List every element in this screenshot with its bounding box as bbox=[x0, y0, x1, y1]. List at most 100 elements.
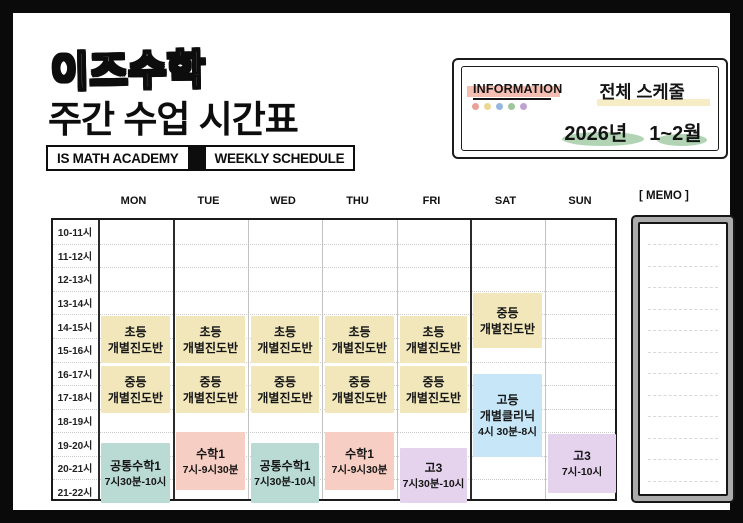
class-block-label: 개별진도반 bbox=[182, 390, 239, 405]
time-slot-label: 20-21시 bbox=[57, 464, 93, 476]
class-block-fri: 고3 7시30분-10시 bbox=[400, 448, 467, 503]
information-box: INFORMATION 전체 스케줄 2026년 1~2월 bbox=[452, 58, 728, 159]
time-slot-label: 15-16시 bbox=[57, 346, 93, 358]
class-block-fri: 초등 개별진도반 bbox=[400, 316, 467, 363]
class-block-time: 7시-9시30분 bbox=[331, 463, 388, 476]
class-block-sat: 중등 개별진도반 bbox=[473, 293, 542, 348]
memo-line bbox=[648, 373, 718, 374]
class-block-label: 공통수학1 bbox=[259, 458, 311, 473]
information-dots bbox=[472, 103, 527, 110]
memo-box bbox=[631, 215, 735, 503]
grid-column-line bbox=[98, 220, 100, 499]
academy-badge: IS MATH ACADEMY WEEKLY SCHEDULE bbox=[46, 145, 356, 171]
class-block-thu: 중등 개별진도반 bbox=[325, 366, 394, 413]
class-block-thu: 초등 개별진도반 bbox=[325, 316, 394, 363]
badge-divider bbox=[187, 147, 206, 169]
period-year: 2026년 bbox=[564, 123, 628, 145]
grid-column-line bbox=[322, 220, 323, 499]
class-block-time: 7시-9시30분 bbox=[182, 463, 239, 476]
grid-column-line bbox=[173, 220, 175, 499]
day-header-wed: WED bbox=[270, 195, 296, 207]
time-slot-label: 18-19시 bbox=[57, 416, 93, 428]
months-highlight-ellipse bbox=[657, 134, 707, 146]
information-highlight bbox=[467, 86, 560, 97]
schedule-grid: 10-11시 11-12시 12-13시 13-14시 14-15시 15-16시 16-1… bbox=[51, 218, 617, 503]
class-block-time: 7시-10시 bbox=[561, 466, 603, 478]
memo-title: [ MEMO ] bbox=[639, 190, 689, 202]
page-title: 주간 수업 시간표 bbox=[48, 99, 299, 140]
class-block-wed: 중등 개별진도반 bbox=[251, 366, 319, 413]
time-slot-label: 11-12시 bbox=[57, 251, 93, 263]
class-block-label: 개별클리닉 bbox=[479, 409, 536, 423]
class-block-mon: 공통수학1 7시30분-10시 bbox=[101, 443, 170, 503]
information-label: INFORMATION bbox=[473, 82, 563, 96]
class-block-tue: 초등 개별진도반 bbox=[176, 316, 245, 363]
information-box-inner-border bbox=[461, 66, 719, 151]
class-block-mon: 중등 개별진도반 bbox=[101, 366, 170, 413]
class-block-label: 개별진도반 bbox=[405, 340, 462, 355]
class-block-label: 수학1 bbox=[345, 446, 374, 461]
class-block-thu: 수학1 7시-9시30분 bbox=[325, 432, 394, 490]
grid-row-line bbox=[53, 267, 615, 269]
grid-column-line bbox=[470, 220, 472, 499]
info-dot bbox=[484, 103, 491, 110]
day-header-sat: SAT bbox=[494, 195, 517, 207]
grid-column-line bbox=[545, 220, 546, 499]
class-block-label: 개별진도반 bbox=[479, 321, 536, 336]
schedule-title-highlight bbox=[597, 99, 710, 106]
grid-row-line bbox=[53, 314, 615, 316]
memo-line bbox=[648, 265, 718, 267]
class-block-label: 고등 bbox=[496, 393, 519, 407]
day-header-tue: TUE bbox=[197, 195, 220, 207]
class-block-wed: 공통수학1 7시30분-10시 bbox=[251, 443, 319, 503]
time-slot-label: 19-20시 bbox=[57, 440, 93, 452]
class-block-wed: 초등 개별진도반 bbox=[251, 316, 319, 363]
class-block-label: 개별진도반 bbox=[331, 390, 388, 405]
memo-line bbox=[648, 459, 718, 460]
information-underline bbox=[473, 98, 551, 100]
memo-line bbox=[648, 437, 718, 439]
class-block-label: 중등 bbox=[273, 374, 297, 389]
info-dot bbox=[472, 103, 479, 110]
grid-row-line bbox=[53, 290, 615, 292]
class-block-label: 중등 bbox=[124, 374, 147, 389]
class-block-label: 초등 bbox=[348, 324, 371, 339]
time-slot-label: 10-11시 bbox=[57, 228, 93, 240]
day-header-row: MON TUE WED THU FRI SAT SUN bbox=[51, 195, 617, 213]
grid-column-line bbox=[248, 220, 249, 499]
memo-line bbox=[648, 394, 718, 396]
class-block-mon: 초등 개별진도반 bbox=[101, 316, 170, 363]
day-header-thu: THU bbox=[346, 195, 369, 207]
memo-line bbox=[648, 480, 718, 482]
badge-schedule-label: WEEKLY SCHEDULE bbox=[214, 150, 345, 166]
class-block-time: 7시30분-10시 bbox=[104, 475, 167, 488]
time-slot-label: 14-15시 bbox=[57, 322, 93, 334]
memo-line bbox=[648, 351, 718, 353]
class-block-label: 개별진도반 bbox=[257, 340, 313, 355]
day-header-fri: FRI bbox=[422, 195, 441, 207]
class-block-label: 개별진도반 bbox=[405, 390, 462, 405]
poster-page: 이즈수학 주간 수업 시간표 IS MATH ACADEMY WEEKLY SC… bbox=[13, 13, 735, 510]
class-block-label: 초등 bbox=[273, 324, 297, 339]
class-block-label: 개별진도반 bbox=[257, 390, 313, 405]
class-block-label: 개별진도반 bbox=[182, 340, 239, 355]
class-block-label: 중등 bbox=[496, 305, 519, 320]
class-block-label: 공통수학1 bbox=[110, 458, 161, 473]
time-slot-label: 17-18시 bbox=[57, 393, 93, 405]
class-block-label: 고3 bbox=[424, 461, 443, 475]
memo-line bbox=[648, 330, 718, 331]
class-block-label: 중등 bbox=[199, 374, 222, 389]
class-block-time: 7시30분-10시 bbox=[254, 475, 316, 488]
time-slot-label: 13-14시 bbox=[57, 299, 93, 311]
schedule-period: 2026년 1~2월 bbox=[554, 117, 712, 146]
period-months: 1~2월 bbox=[649, 123, 702, 145]
class-block-time: 7시30분-10시 bbox=[402, 478, 465, 490]
memo-line bbox=[648, 308, 718, 310]
info-dot bbox=[508, 103, 515, 110]
info-dot bbox=[496, 103, 503, 110]
schedule-title: 전체 스케줄 bbox=[599, 82, 685, 102]
memo-line bbox=[648, 287, 718, 288]
memo-line bbox=[648, 416, 718, 417]
time-slot-label: 21-22시 bbox=[57, 487, 93, 499]
time-slot-label: 16-17시 bbox=[57, 369, 93, 381]
